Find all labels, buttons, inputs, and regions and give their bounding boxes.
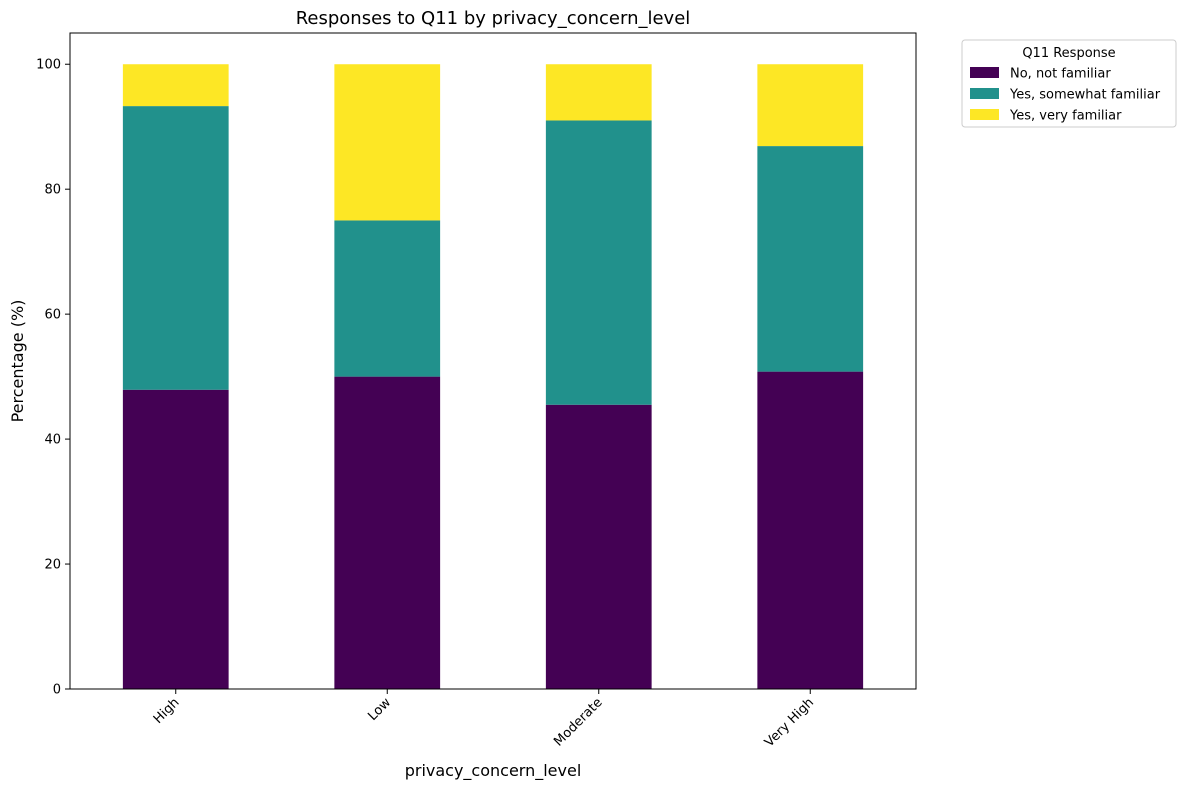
bar-segment [545, 120, 652, 405]
bar-segment [757, 371, 864, 689]
bar-segment [545, 404, 652, 689]
legend-label: No, not familiar [1010, 67, 1111, 82]
y-tick-label: 80 [44, 183, 61, 198]
x-axis-label: privacy_concern_level [405, 761, 582, 781]
bar-segment [334, 220, 441, 377]
bar-segment [122, 64, 229, 107]
bars-group [122, 64, 864, 689]
legend-swatch [970, 88, 999, 99]
legend-items: No, not familiar Yes, somewhat familiar Ye… [970, 67, 1161, 124]
legend-swatch [970, 109, 999, 120]
y-tick-label: 0 [53, 683, 61, 698]
y-tick-label: 60 [44, 308, 61, 323]
y-tick-label: 40 [44, 433, 61, 448]
y-tick-label: 20 [44, 558, 61, 573]
bar-segment [122, 106, 229, 390]
y-axis: 0 20 40 60 80 100 [36, 58, 70, 698]
bar-segment [122, 389, 229, 689]
plot-frame [69, 32, 917, 690]
x-tick-label: Low [365, 695, 394, 724]
y-tick-label: 100 [36, 58, 61, 73]
bar-segment [757, 64, 864, 147]
x-tick-label: Moderate [551, 695, 605, 749]
x-axis: High Low Moderate Very High [151, 689, 817, 750]
y-axis-label: Percentage (%) [8, 300, 27, 423]
legend-swatch [970, 67, 999, 78]
chart-title: Responses to Q11 by privacy_concern_leve… [296, 8, 691, 29]
x-tick-label: Very High [762, 695, 817, 750]
x-tick-label: High [151, 695, 183, 727]
bar-segment [757, 146, 864, 372]
legend: Q11 Response No, not familiar Yes, somewh… [961, 39, 1177, 128]
bar-segment [334, 376, 441, 689]
bar-segment [545, 64, 652, 121]
plot-area: 0 20 40 60 80 100 High Low Moderate Very High [36, 32, 917, 750]
legend-label: Yes, very familiar [1009, 109, 1122, 124]
legend-frame [961, 39, 1177, 128]
bar-segment [334, 64, 441, 221]
legend-title: Q11 Response [1022, 46, 1115, 61]
legend-label: Yes, somewhat familiar [1009, 88, 1161, 103]
